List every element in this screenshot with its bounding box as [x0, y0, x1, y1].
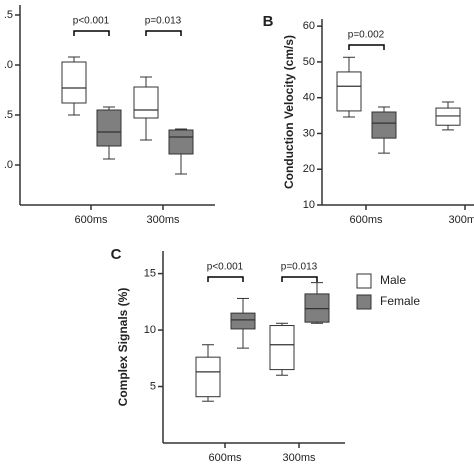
p-value: p=0.002 — [348, 30, 385, 41]
panel-label: B — [263, 13, 274, 30]
p-value: p<0.001 — [73, 16, 110, 27]
y-tick-label: .5 — [4, 9, 13, 21]
y-tick-label: 15 — [144, 267, 156, 279]
y-axis-title: Conduction Velocity (cm/s) — [282, 35, 296, 189]
y-tick-label: .0 — [4, 159, 13, 171]
box — [371, 111, 397, 139]
box — [230, 312, 256, 330]
legend-swatch — [356, 294, 372, 310]
y-tick-label: .5 — [4, 109, 13, 121]
legend-label: Female — [380, 294, 420, 308]
y-tick-label: 40 — [303, 92, 315, 104]
x-tick-label: 300ms — [448, 214, 474, 226]
p-value: p=0.013 — [145, 16, 182, 27]
panel-label: C — [111, 246, 122, 263]
significance-bracket — [145, 30, 182, 36]
y-tick-label: 10 — [144, 324, 156, 336]
box — [336, 71, 362, 112]
x-tick-label: 600ms — [74, 214, 108, 226]
y-tick-label: 50 — [303, 56, 315, 68]
x-tick-label: 300ms — [146, 214, 180, 226]
p-value: p=0.013 — [281, 262, 318, 273]
y-tick-label: 10 — [303, 199, 315, 211]
y-tick-label: 5 — [150, 380, 156, 392]
box — [133, 86, 159, 119]
y-tick-label: .0 — [4, 59, 13, 71]
y-axis-title: Complex Signals (%) — [116, 288, 130, 407]
box — [435, 107, 461, 126]
legend-label: Male — [380, 273, 406, 287]
significance-bracket — [73, 30, 110, 36]
legend-swatch — [356, 273, 372, 289]
p-value: p<0.001 — [207, 262, 244, 273]
x-tick-label: 600ms — [208, 452, 242, 464]
box — [96, 109, 122, 147]
box — [195, 356, 221, 398]
significance-bracket — [348, 44, 385, 50]
y-tick-label: 30 — [303, 127, 315, 139]
box — [61, 61, 87, 104]
y-tick-label: 20 — [303, 163, 315, 175]
x-tick-label: 300ms — [282, 452, 316, 464]
box — [269, 325, 295, 371]
significance-bracket — [207, 276, 244, 282]
box — [168, 129, 194, 155]
x-tick-label: 600ms — [349, 214, 383, 226]
y-tick-label: 60 — [303, 20, 315, 32]
significance-bracket — [281, 276, 318, 282]
